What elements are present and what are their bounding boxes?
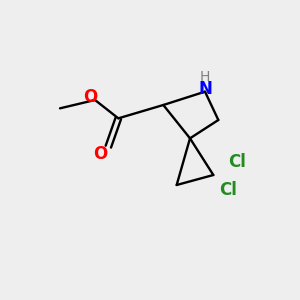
Text: Cl: Cl [219,181,237,199]
Text: Cl: Cl [228,153,246,171]
Text: O: O [83,88,98,106]
Text: O: O [93,145,107,163]
Text: H: H [200,70,210,84]
Text: N: N [198,80,212,98]
